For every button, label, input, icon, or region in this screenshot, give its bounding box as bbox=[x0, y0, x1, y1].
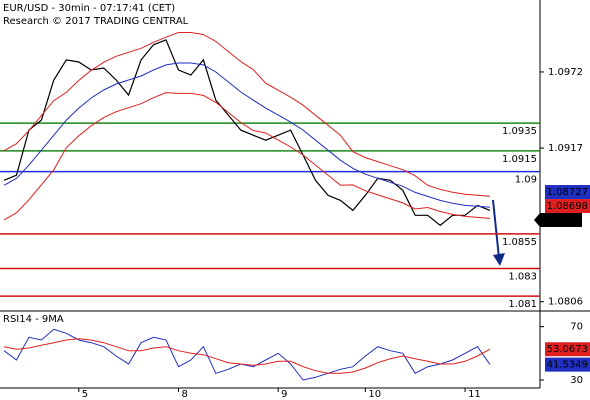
rsi-value-box bbox=[545, 357, 590, 372]
y-tick-label: 70 bbox=[570, 322, 583, 333]
rsi-value-box bbox=[545, 342, 590, 357]
forecast-arrow bbox=[492, 199, 500, 259]
price-box-label: 1.08727 bbox=[547, 187, 588, 198]
price-box bbox=[545, 185, 590, 200]
series-line bbox=[3, 338, 491, 374]
x-tick-label: 5 bbox=[82, 389, 88, 400]
y-tick-label: 30 bbox=[570, 375, 583, 386]
y-tick-label: 1.0917 bbox=[548, 143, 583, 154]
x-tick-label: 9 bbox=[281, 389, 287, 400]
x-tick-label: 11 bbox=[468, 389, 481, 400]
rsi-value-label: 41.5349 bbox=[547, 360, 588, 371]
x-tick-label: 10 bbox=[368, 389, 381, 400]
price-box-label: 1.08698 bbox=[547, 201, 588, 212]
level-label: 1.09 bbox=[515, 175, 537, 186]
y-tick-label: 1.0806 bbox=[548, 297, 583, 308]
level-label: 1.0935 bbox=[502, 126, 537, 137]
price-box-label: 1.0865 bbox=[542, 215, 577, 226]
series-line bbox=[3, 62, 491, 208]
rsi-value-label: 53.0673 bbox=[547, 344, 588, 355]
series-line bbox=[3, 92, 491, 221]
price-box bbox=[545, 199, 590, 214]
y-tick-label: 1.0972 bbox=[548, 67, 583, 78]
x-tick-label: 8 bbox=[181, 389, 187, 400]
series-line bbox=[3, 32, 491, 197]
chart-subtitle: Research © 2017 TRADING CENTRAL bbox=[3, 16, 189, 27]
level-label: 1.083 bbox=[508, 271, 537, 282]
price-box bbox=[534, 213, 582, 228]
rsi-title: RSI14 - 9MA bbox=[3, 314, 64, 325]
series-line bbox=[3, 328, 491, 381]
forecast-arrowhead bbox=[493, 253, 505, 266]
chart-title: EUR/USD - 30min - 07:17:41 (CET) bbox=[3, 3, 175, 14]
level-label: 1.0855 bbox=[502, 237, 537, 248]
level-label: 1.081 bbox=[508, 299, 537, 310]
series-line bbox=[3, 39, 491, 227]
level-label: 1.0915 bbox=[502, 154, 537, 165]
